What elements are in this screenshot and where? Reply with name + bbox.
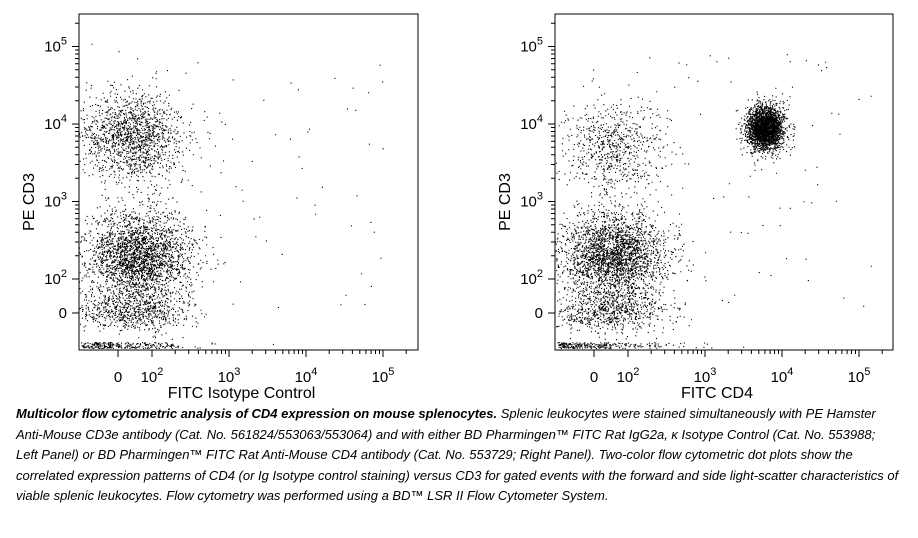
y-tick-label: 103 (44, 191, 67, 211)
y-tick-label: 104 (44, 113, 67, 133)
y-tick-label: 105 (520, 36, 543, 56)
y-tick-label: 102 (520, 268, 543, 288)
tick-marks (548, 22, 883, 357)
x-tick-label: 102 (617, 366, 640, 386)
x-tick-label: 103 (694, 366, 717, 386)
event-dot-cloud (555, 54, 872, 350)
x-tick-label: 104 (295, 366, 318, 386)
plot-frame (78, 13, 419, 351)
x-tick-label: 0 (114, 369, 122, 386)
flow-cytometry-plots: 0 0 102 102 103 103 104 104 105 105 FITC Isotype C… (21, 13, 894, 402)
y-tick-label: 104 (520, 113, 543, 133)
x-tick-label: 103 (218, 366, 241, 386)
axis-ticks (548, 22, 883, 357)
tick-marks (72, 22, 407, 357)
axis-ticks (72, 22, 407, 357)
x-tick-label: 102 (141, 366, 164, 386)
event-dot-cloud (79, 43, 384, 350)
y-tick-label: 0 (535, 305, 543, 322)
caption-title: Multicolor flow cytometric analysis of C… (16, 406, 498, 421)
x-tick-label: 0 (590, 369, 598, 386)
figure-caption: Multicolor flow cytometric analysis of C… (16, 404, 900, 507)
x-tick-label: 105 (848, 366, 871, 386)
plot-frame (554, 13, 894, 351)
y-tick-label: 0 (59, 305, 67, 322)
plot-panel-right: 0 0 102 102 103 103 104 104 105 105 FITC CD4 PE CD3 (497, 13, 894, 402)
event-dots (555, 54, 872, 350)
x-tick-label: 105 (372, 366, 395, 386)
event-dots (79, 43, 384, 350)
y-tick-label: 102 (44, 268, 67, 288)
y-tick-label: 105 (44, 36, 67, 56)
x-axis-label: FITC CD4 (681, 385, 753, 402)
x-tick-label: 104 (771, 366, 794, 386)
y-axis-label: PE CD3 (21, 173, 38, 231)
caption-body: Splenic leukocytes were stained simultan… (16, 406, 899, 503)
y-tick-label: 103 (520, 191, 543, 211)
y-axis-label: PE CD3 (497, 173, 514, 231)
plot-panel-left: 0 0 102 102 103 103 104 104 105 105 FITC Isotype C… (21, 13, 419, 402)
x-axis-label: FITC Isotype Control (168, 385, 316, 402)
